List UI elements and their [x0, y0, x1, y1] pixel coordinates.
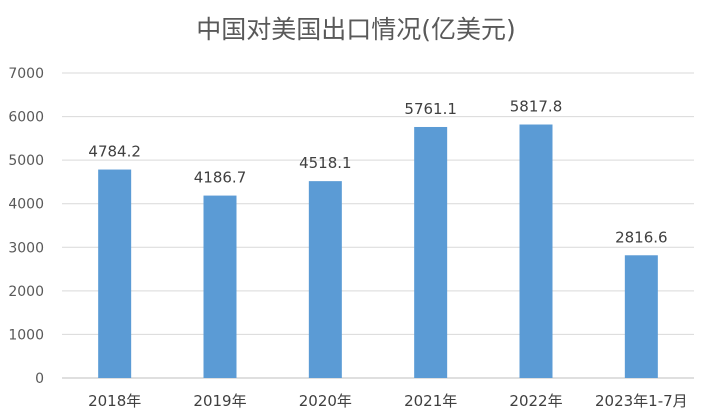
bars [98, 124, 658, 379]
bar-value-label: 5761.1 [404, 100, 457, 118]
y-tick-label: 1000 [8, 327, 44, 343]
bar [414, 126, 448, 378]
x-tick-label: 2023年1-7月 [595, 392, 688, 410]
bar [519, 124, 553, 379]
bar [308, 181, 342, 378]
x-axis-ticks: 2018年 2019年 2020年 2021年 2022年 2023年1-7月 [88, 392, 688, 410]
y-tick-label: 3000 [8, 240, 44, 256]
bar-value-label: 4186.7 [194, 169, 247, 187]
chart-title: 中国对美国出口情况(亿美元) [196, 15, 516, 44]
y-tick-label: 5000 [8, 153, 44, 169]
y-tick-label: 4000 [8, 197, 44, 213]
bar [98, 169, 132, 378]
bar-value-label: 4784.2 [88, 143, 141, 161]
bar [203, 195, 237, 378]
x-tick-label: 2020年 [299, 392, 352, 410]
x-tick-label: 2021年 [404, 392, 457, 410]
x-tick-label: 2018年 [88, 392, 141, 410]
y-tick-label: 2000 [8, 284, 44, 300]
bar-value-label: 2816.6 [615, 228, 668, 246]
y-tick-label: 7000 [8, 66, 44, 82]
x-tick-label: 2019年 [193, 392, 246, 410]
x-tick-label: 2022年 [509, 392, 562, 410]
bar-value-label: 5817.8 [510, 98, 563, 116]
bar [624, 255, 658, 378]
y-axis-ticks: 0 1000 2000 3000 4000 5000 6000 7000 [8, 66, 44, 387]
grid-lines [62, 72, 694, 379]
value-labels: 4784.2 4186.7 4518.1 5761.1 5817.8 2816.6 [88, 98, 667, 247]
y-tick-label: 6000 [8, 110, 44, 126]
bar-value-label: 4518.1 [299, 154, 352, 172]
y-tick-label: 0 [35, 371, 44, 387]
